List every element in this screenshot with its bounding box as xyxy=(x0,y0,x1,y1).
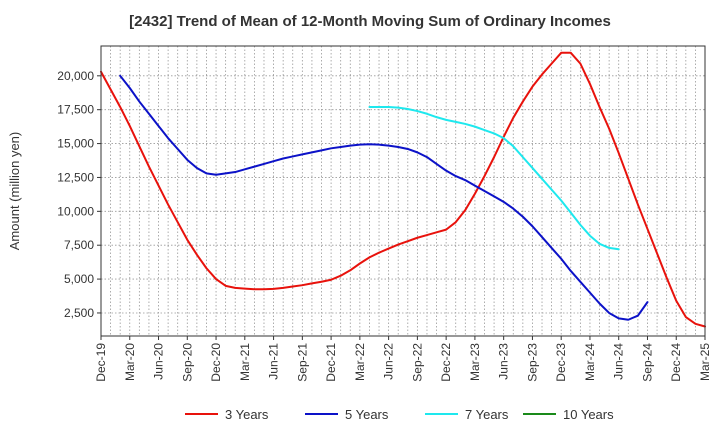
x-axis: Dec-19 Mar-20 Jun-20 Sep-20 Dec-20 Mar-21 Jun-… xyxy=(94,336,712,382)
x-tick-label: Mar-20 xyxy=(123,343,137,381)
legend-label: 7 Years xyxy=(465,407,509,422)
y-tick-label: 5,000 xyxy=(64,272,94,286)
y-tick-label: 7,500 xyxy=(64,238,94,252)
legend-label: 10 Years xyxy=(563,407,614,422)
legend-item-3-years: 3 Years xyxy=(185,407,269,422)
y-axis-label: Amount (million yen) xyxy=(7,132,22,251)
x-tick-label: Mar-24 xyxy=(583,343,597,381)
legend-label: 3 Years xyxy=(225,407,269,422)
chart-title: [2432] Trend of Mean of 12-Month Moving … xyxy=(129,13,611,30)
x-tick-label: Jun-20 xyxy=(152,343,166,380)
x-tick-label: Jun-22 xyxy=(382,343,396,380)
y-tick-label: 12,500 xyxy=(57,170,94,184)
plot-background xyxy=(101,46,705,336)
x-tick-label: Dec-20 xyxy=(209,343,223,382)
y-tick-label: 10,000 xyxy=(57,204,94,218)
y-tick-label: 17,500 xyxy=(57,103,94,117)
x-tick-label: Sep-23 xyxy=(525,343,539,382)
x-tick-label: Dec-24 xyxy=(669,343,683,382)
x-tick-label: Jun-24 xyxy=(612,343,626,380)
x-tick-label: Mar-22 xyxy=(353,343,367,381)
x-tick-label: Sep-20 xyxy=(180,343,194,382)
legend-item-7-years: 7 Years xyxy=(425,407,509,422)
series-line-3-years xyxy=(100,51,706,328)
series-line-5-years xyxy=(119,74,649,321)
legend: 3 Years 5 Years 7 Years 10 Years xyxy=(185,407,614,422)
x-tick-label: Sep-24 xyxy=(640,343,654,382)
x-tick-label: Sep-22 xyxy=(410,343,424,382)
x-tick-label: Mar-21 xyxy=(238,343,252,381)
legend-item-10-years: 10 Years xyxy=(523,407,614,422)
plot-frame xyxy=(100,45,706,337)
legend-item-5-years: 5 Years xyxy=(305,407,389,422)
x-tick-label: Mar-23 xyxy=(468,343,482,381)
y-axis: 2,500 5,000 7,500 10,000 12,500 15,000 17,500 2… xyxy=(57,69,101,320)
x-tick-label: Sep-21 xyxy=(295,343,309,382)
legend-label: 5 Years xyxy=(345,407,389,422)
x-tick-label: Dec-19 xyxy=(94,343,108,382)
x-tick-label: Jun-23 xyxy=(497,343,511,380)
x-tick-label: Dec-23 xyxy=(554,343,568,382)
x-tick-label: Dec-21 xyxy=(324,343,338,382)
plot-area xyxy=(100,45,706,337)
series-line-7-years xyxy=(368,105,620,251)
y-tick-label: 2,500 xyxy=(64,306,94,320)
x-tick-label: Mar-25 xyxy=(698,343,712,381)
y-tick-label: 15,000 xyxy=(57,137,94,151)
x-tick-label: Jun-21 xyxy=(267,343,281,380)
series-layer xyxy=(100,51,706,328)
y-tick-label: 20,000 xyxy=(57,69,94,83)
x-tick-label: Dec-22 xyxy=(439,343,453,382)
